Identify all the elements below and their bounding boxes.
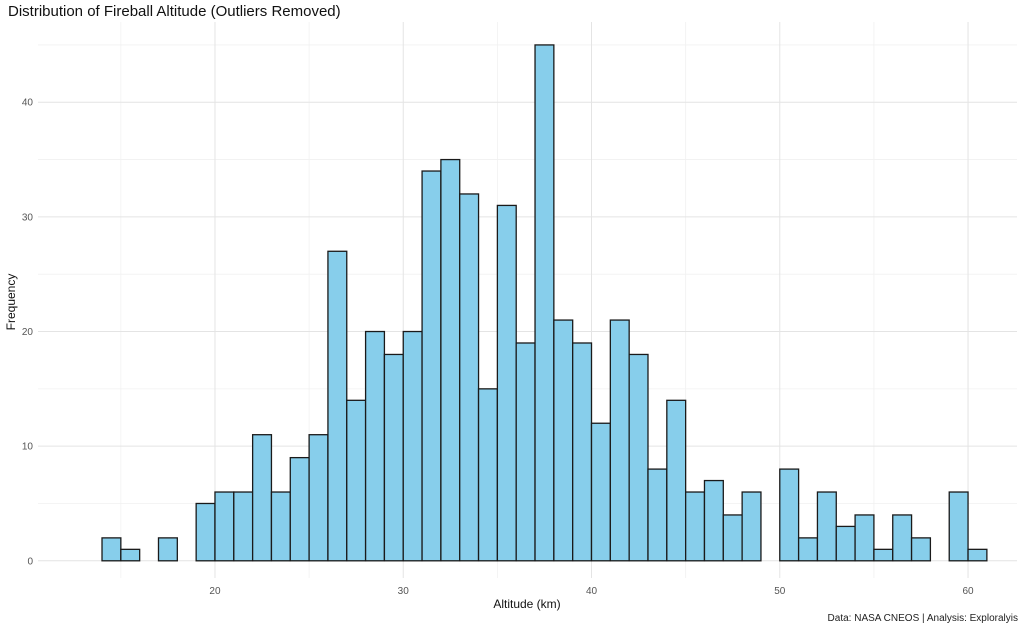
- histogram-bar: [346, 399, 367, 562]
- histogram-bar: [553, 319, 574, 562]
- x-tick-label: 40: [586, 586, 598, 597]
- y-tick-label: 40: [22, 98, 34, 109]
- histogram-bar: [647, 468, 668, 562]
- histogram-bar: [873, 548, 894, 562]
- histogram-bar: [101, 537, 122, 562]
- histogram-bar: [703, 479, 724, 562]
- histogram-bar: [496, 204, 517, 562]
- y-axis-label: Frequency: [4, 274, 18, 331]
- histogram-bar: [402, 330, 423, 562]
- histogram-bar: [590, 422, 611, 562]
- histogram-bar: [609, 319, 630, 562]
- histogram-bar: [459, 193, 480, 562]
- x-tick-label: 50: [774, 586, 786, 597]
- y-tick-label: 10: [22, 442, 34, 453]
- x-tick-label: 30: [398, 586, 410, 597]
- histogram-bar: [308, 434, 329, 562]
- histogram-bar: [515, 342, 536, 562]
- histogram-bar: [157, 537, 178, 562]
- histogram-bar: [477, 388, 499, 562]
- histogram-bar: [440, 158, 461, 562]
- x-tick-label: 60: [962, 586, 974, 597]
- histogram-bar: [816, 491, 837, 562]
- y-tick-label: 20: [22, 327, 34, 338]
- bars: [101, 44, 988, 562]
- histogram-bar: [572, 342, 593, 562]
- histogram-bar: [666, 399, 687, 562]
- histogram-bar: [835, 525, 856, 562]
- histogram-bar: [910, 537, 932, 562]
- histogram-bar: [233, 491, 254, 562]
- histogram-bar: [779, 468, 800, 562]
- histogram-bar: [892, 514, 913, 562]
- histogram-bar: [722, 514, 743, 562]
- chart-caption: Data: NASA CNEOS | Analysis: Exploralyis: [827, 613, 1018, 624]
- x-tick-labels: 20 30 40 50 60: [209, 586, 974, 597]
- x-tick-label: 20: [209, 586, 221, 597]
- histogram-bar: [628, 353, 649, 562]
- histogram-bar: [854, 514, 875, 562]
- y-tick-label: 30: [22, 212, 34, 223]
- histogram-bar: [251, 434, 273, 562]
- y-tick-labels: 0 10 20 30 40: [22, 98, 34, 568]
- histogram-bar: [120, 548, 141, 562]
- histogram-bar: [421, 170, 442, 562]
- histogram-bar: [797, 537, 819, 562]
- histogram-bar: [364, 330, 386, 562]
- histogram-bar: [383, 353, 404, 562]
- histogram-bar: [534, 44, 555, 562]
- histogram-bar: [327, 250, 348, 562]
- histogram-bar: [289, 456, 310, 562]
- chart-title: Distribution of Fireball Altitude (Outli…: [8, 3, 341, 20]
- histogram-bar: [684, 491, 706, 562]
- histogram-bar: [195, 502, 216, 562]
- histogram-bar: [948, 491, 969, 562]
- histogram-bar: [967, 548, 988, 562]
- y-tick-label: 0: [27, 556, 33, 567]
- histogram-bar: [741, 491, 762, 562]
- x-axis-label: Altitude (km): [493, 597, 560, 611]
- histogram-bar: [214, 491, 235, 562]
- histogram-bar: [270, 491, 291, 562]
